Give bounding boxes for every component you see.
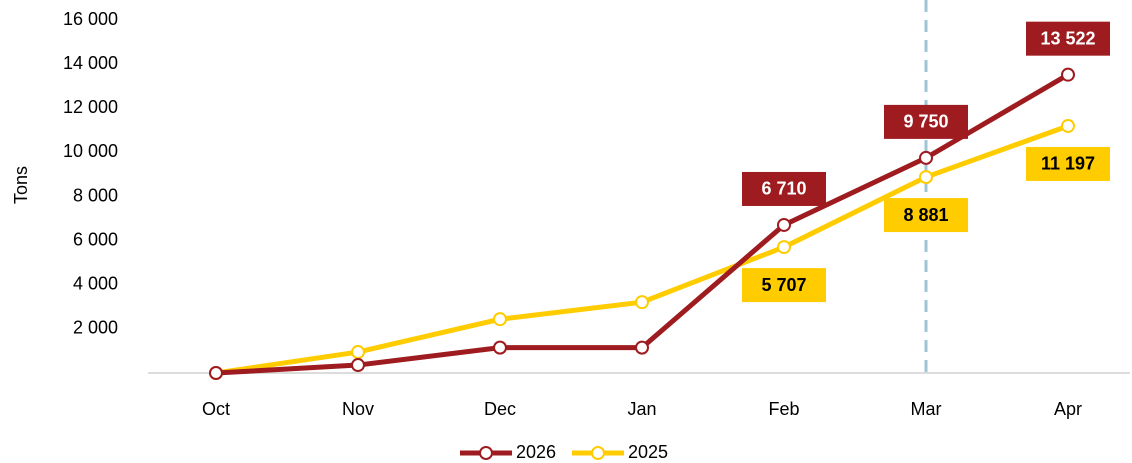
point: [493, 340, 507, 355]
y-tick-label: 16 000: [63, 9, 118, 29]
y-axis-label: Tons: [11, 166, 31, 204]
series-line: [215, 123, 1069, 376]
x-tick-label: Jan: [627, 399, 656, 419]
data-label-box: [884, 198, 968, 233]
data-label: 11 197: [1041, 154, 1095, 174]
point: [635, 295, 649, 310]
data-label-box: [1026, 21, 1110, 56]
point: [919, 150, 933, 165]
y-tick-label: 10 000: [63, 141, 118, 161]
x-tick-label: Nov: [342, 399, 374, 419]
point: [1061, 67, 1075, 82]
x-tick-label: Oct: [202, 399, 230, 419]
legend-marker: [479, 446, 493, 460]
data-label-box: [742, 268, 826, 303]
x-tick-label: Dec: [484, 399, 516, 419]
y-tick-label: 2 000: [73, 318, 118, 338]
point: [777, 240, 791, 255]
y-tick-label: 12 000: [63, 97, 118, 117]
point: [777, 217, 791, 232]
y-tick-label: 14 000: [63, 53, 118, 73]
point: [635, 340, 649, 355]
point: [1061, 118, 1075, 133]
data-label-box: [1026, 146, 1110, 181]
y-tick-label: 8 000: [73, 185, 118, 205]
legend-label: 2026: [516, 442, 556, 462]
legend-label: 2025: [628, 442, 668, 462]
data-label-box: [884, 104, 968, 139]
point: [351, 345, 365, 360]
point: [209, 366, 223, 380]
legend-marker: [591, 446, 605, 460]
data-label: 5 707: [761, 275, 806, 295]
data-label: 8 881: [903, 205, 948, 225]
y-tick-label: 4 000: [73, 274, 118, 294]
y-tick-label: 6 000: [73, 229, 118, 249]
x-tick-label: Apr: [1054, 399, 1082, 419]
point: [351, 358, 365, 373]
data-label: 9 750: [903, 112, 948, 132]
point: [919, 170, 933, 185]
data-label: 13 522: [1040, 28, 1095, 48]
data-label: 6 710: [761, 179, 806, 199]
point: [493, 312, 507, 327]
x-tick-label: Feb: [768, 399, 799, 419]
data-label-box: [742, 171, 826, 206]
x-tick-label: Mar: [911, 399, 942, 419]
